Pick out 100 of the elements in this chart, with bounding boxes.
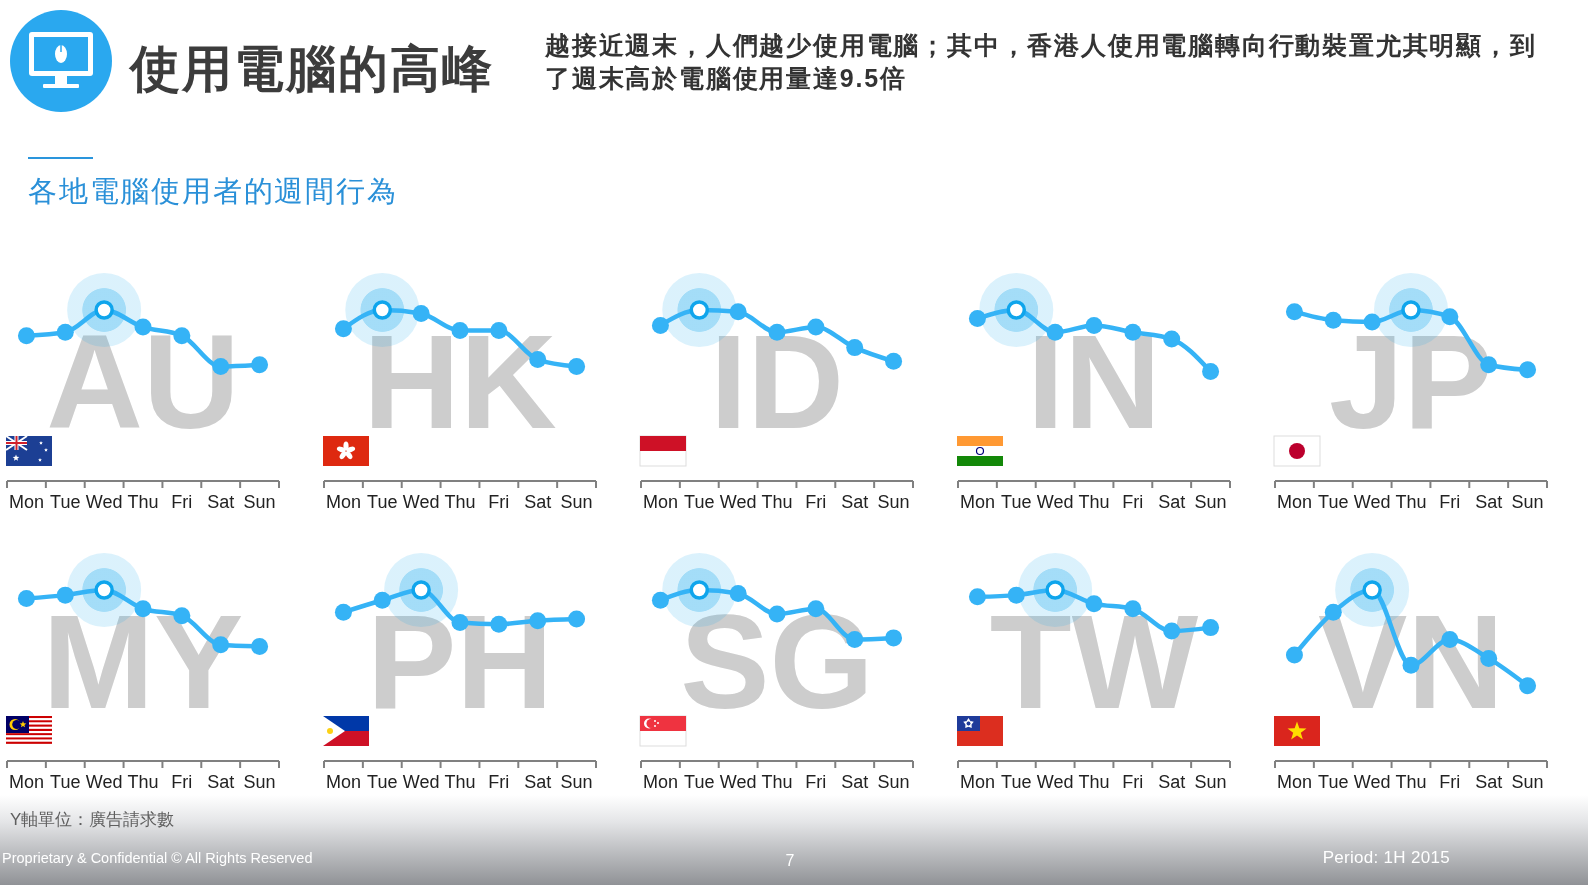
x-tick-label: Sun bbox=[560, 492, 593, 512]
x-tick-label: Mon bbox=[325, 492, 361, 512]
point bbox=[251, 637, 269, 655]
x-tick-label: Thu bbox=[1078, 492, 1110, 512]
x-tick-label: Thu bbox=[761, 492, 793, 512]
x-tick-label: Fri bbox=[1439, 492, 1461, 512]
x-tick-label: Tue bbox=[367, 772, 398, 792]
point bbox=[1285, 303, 1303, 321]
point bbox=[568, 610, 586, 628]
x-tick-label: Wed bbox=[1353, 492, 1391, 512]
point bbox=[968, 588, 986, 606]
x-tick-label: Sat bbox=[207, 772, 235, 792]
x-tick-label: Sun bbox=[560, 772, 593, 792]
point bbox=[251, 356, 269, 374]
x-tick-label: Sun bbox=[243, 492, 276, 512]
point bbox=[334, 320, 352, 338]
x-tick-label: Wed bbox=[85, 492, 123, 512]
x-tick-label: Mon bbox=[1276, 772, 1312, 792]
x-tick-label: Thu bbox=[444, 492, 476, 512]
x-tick-label: Wed bbox=[85, 772, 123, 792]
point bbox=[968, 310, 986, 328]
x-tick-label: Fri bbox=[488, 772, 510, 792]
point bbox=[56, 586, 74, 604]
x-tick-label: Tue bbox=[1318, 492, 1349, 512]
x-tick-label: Sat bbox=[207, 492, 235, 512]
x-tick-label: Mon bbox=[959, 772, 995, 792]
x-tick-label: Mon bbox=[642, 492, 678, 512]
point bbox=[1007, 586, 1025, 604]
point bbox=[1202, 619, 1220, 637]
point bbox=[729, 303, 747, 321]
x-tick-label: Mon bbox=[642, 772, 678, 792]
x-tick-label: Sun bbox=[243, 772, 276, 792]
x-tick-label: Wed bbox=[402, 772, 440, 792]
x-tick-label: Thu bbox=[127, 492, 159, 512]
text: 各地電腦使用者的週間行為 bbox=[28, 175, 398, 207]
point bbox=[1085, 595, 1103, 613]
point bbox=[1163, 330, 1181, 348]
text: 越接近週末，人們越少使用電腦；其中，香港人使用電腦轉向行動裝置尤其明顯，到了週末高於電腦使用量達9.5倍 bbox=[544, 31, 1537, 92]
point bbox=[412, 304, 430, 322]
x-tick-label: Sat bbox=[1475, 492, 1503, 512]
text: Y軸單位：廣告請求數 bbox=[10, 810, 175, 829]
x-tick-label: Mon bbox=[325, 772, 361, 792]
point bbox=[134, 318, 152, 336]
x-tick-label: Fri bbox=[1439, 772, 1461, 792]
x-tick-label: Thu bbox=[127, 772, 159, 792]
point bbox=[885, 629, 903, 647]
point bbox=[1324, 311, 1342, 329]
text: 7 bbox=[785, 852, 795, 869]
point bbox=[1363, 313, 1381, 331]
x-tick-label: Tue bbox=[367, 492, 398, 512]
point bbox=[729, 584, 747, 602]
x-tick-label: Mon bbox=[959, 492, 995, 512]
point bbox=[1441, 308, 1459, 326]
x-tick-label: Fri bbox=[1122, 492, 1144, 512]
x-tick-label: Sat bbox=[1158, 772, 1186, 792]
point bbox=[1285, 646, 1303, 664]
point bbox=[373, 591, 391, 609]
x-tick-label: Sun bbox=[1511, 492, 1544, 512]
x-tick-label: Thu bbox=[761, 772, 793, 792]
point bbox=[807, 318, 825, 336]
x-tick-label: Wed bbox=[1353, 772, 1391, 792]
x-tick-label: Sun bbox=[877, 492, 910, 512]
x-tick-label: Fri bbox=[171, 492, 193, 512]
x-tick-label: Mon bbox=[1276, 492, 1312, 512]
x-tick-label: Wed bbox=[719, 492, 757, 512]
text: 使用電腦的高峰 bbox=[128, 41, 494, 97]
text: Period: 1H 2015 bbox=[1322, 848, 1450, 867]
x-tick-label: Sat bbox=[1158, 492, 1186, 512]
point bbox=[846, 339, 864, 357]
x-tick-label: Wed bbox=[402, 492, 440, 512]
x-tick-label: Sun bbox=[1194, 772, 1227, 792]
x-tick-label: Sat bbox=[1475, 772, 1503, 792]
x-tick-label: Thu bbox=[1078, 772, 1110, 792]
x-tick-label: Wed bbox=[1036, 772, 1074, 792]
point bbox=[1519, 677, 1537, 695]
point bbox=[568, 357, 586, 375]
x-tick-label: Tue bbox=[684, 492, 715, 512]
x-tick-label: Fri bbox=[488, 492, 510, 512]
point bbox=[17, 590, 35, 608]
x-tick-label: Mon bbox=[8, 492, 44, 512]
point bbox=[1085, 316, 1103, 334]
point bbox=[1519, 361, 1537, 379]
x-tick-label: Sun bbox=[1194, 492, 1227, 512]
x-tick-label: Sat bbox=[524, 492, 552, 512]
x-tick-label: Sat bbox=[524, 772, 552, 792]
x-tick-label: Thu bbox=[444, 772, 476, 792]
point bbox=[651, 316, 669, 334]
x-tick-label: Tue bbox=[50, 772, 81, 792]
point bbox=[651, 591, 669, 609]
point bbox=[334, 603, 352, 621]
x-tick-label: Sun bbox=[877, 772, 910, 792]
x-tick-label: Tue bbox=[1001, 492, 1032, 512]
x-tick-label: Tue bbox=[684, 772, 715, 792]
x-tick-label: Thu bbox=[1395, 492, 1427, 512]
x-tick-label: Fri bbox=[805, 772, 827, 792]
x-tick-label: Mon bbox=[8, 772, 44, 792]
x-tick-label: Tue bbox=[1318, 772, 1349, 792]
text: Proprietary & Confidential © All Rights Reserved bbox=[2, 850, 313, 866]
x-tick-label: Wed bbox=[719, 772, 757, 792]
point bbox=[885, 352, 903, 370]
